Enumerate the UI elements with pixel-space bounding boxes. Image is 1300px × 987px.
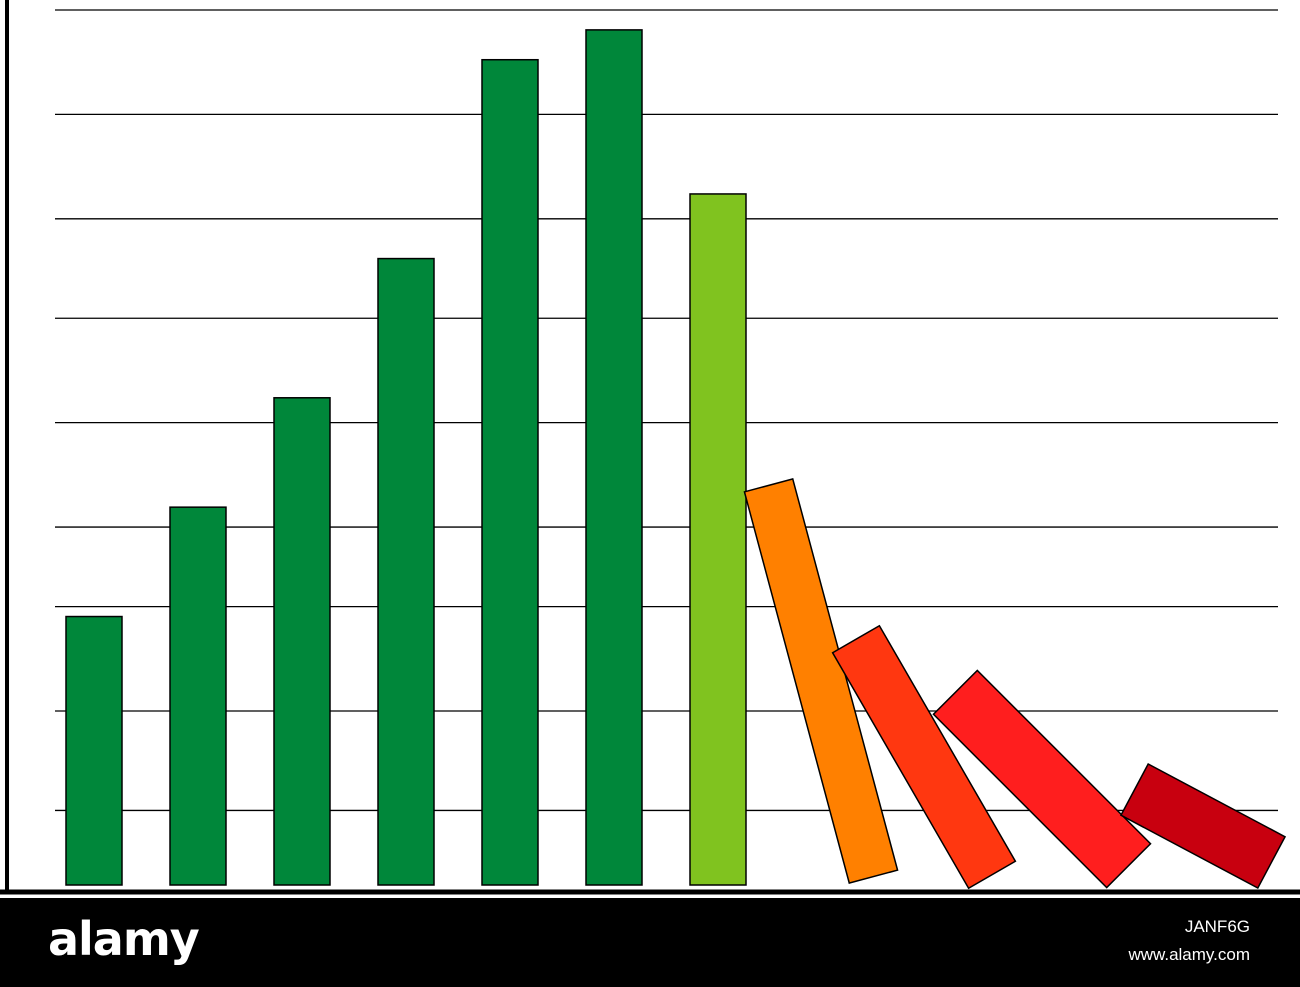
bar-5 <box>481 58 539 886</box>
gridlines <box>55 9 1278 812</box>
bar-3 <box>273 397 331 886</box>
watermark-logo: alamy <box>48 912 200 966</box>
falling-bar-2 <box>831 624 1017 890</box>
watermark-footer <box>0 898 1300 987</box>
bars <box>65 29 1287 890</box>
falling-bar-4 <box>1119 762 1287 890</box>
bar-chart <box>0 0 1300 895</box>
bar-1 <box>65 615 123 886</box>
bar-7 <box>689 193 747 886</box>
axes <box>0 0 1300 895</box>
site-url: www.alamy.com <box>1128 945 1250 964</box>
image-id: JANF6G <box>1184 917 1250 936</box>
bar-2 <box>169 506 227 886</box>
falling-bar-3 <box>932 669 1152 889</box>
bar-6 <box>585 29 643 886</box>
bar-4 <box>377 257 435 886</box>
